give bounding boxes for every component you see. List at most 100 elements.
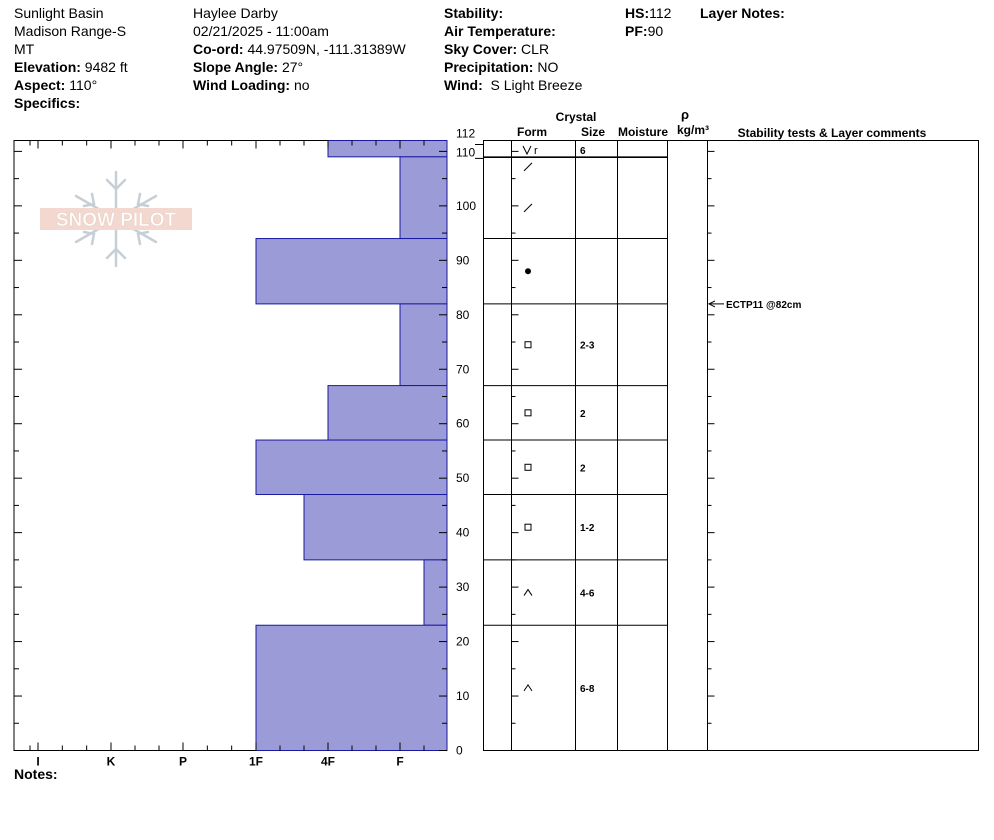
hardness-tick-label: 4F <box>321 755 335 769</box>
layer-notes-row: Layer Notes: <box>700 4 785 22</box>
notes-label: Notes: <box>14 766 58 782</box>
hardness-bar <box>303 494 448 561</box>
form-symbol-faceted <box>524 341 532 349</box>
depth-tick-label: 100 <box>456 199 476 213</box>
observer-name: Haylee Darby <box>193 5 278 21</box>
precip-label: Precipitation: <box>444 59 534 75</box>
crystal-size: 4-6 <box>580 589 595 600</box>
hardness-bar <box>423 559 448 626</box>
air-temp-label: Air Temperature: <box>444 23 556 39</box>
location-name: Sunlight Basin <box>14 5 104 21</box>
notes-row: Notes: <box>14 765 58 783</box>
stability-arrowhead <box>707 300 716 308</box>
aspect-value: 110° <box>69 77 98 93</box>
wind-loading-value: no <box>293 77 310 93</box>
header-col-location: Sunlight Basin Madison Range-S MT Elevat… <box>14 4 128 112</box>
coord-row: Co-ord: 44.97509N, -111.31389W <box>193 40 406 58</box>
elevation-label: Elevation: <box>14 59 81 75</box>
header-density-unit: kg/m³ <box>677 123 709 137</box>
hardness-bar <box>255 238 448 305</box>
header-form: Form <box>517 125 547 139</box>
hardness-bar <box>255 439 448 496</box>
header-crystal: Crystal <box>556 110 597 124</box>
aspect-row: Aspect: 110° <box>14 76 128 94</box>
coord-value: 44.97509N, -111.31389W <box>247 41 406 57</box>
hs-label: HS: <box>625 5 650 21</box>
form-symbol-decomposing <box>523 162 533 172</box>
hardness-bar <box>327 140 448 158</box>
crystal-size: 1-2 <box>580 523 595 534</box>
range-name: Madison Range-S <box>14 23 127 39</box>
pf-value: 90 <box>647 23 664 39</box>
layer-notes-label: Layer Notes: <box>700 5 785 21</box>
form-symbol-faceted <box>524 523 532 531</box>
depth-tick-label: 10 <box>456 689 470 703</box>
hardness-bar <box>255 624 448 751</box>
depth-tick-label: 70 <box>456 362 470 376</box>
form-symbol-depth-hoar <box>523 683 533 692</box>
slope-value: 27° <box>281 59 304 75</box>
precip-value: NO <box>537 59 559 75</box>
stability-row: Stability: <box>444 4 582 22</box>
hardness-bars <box>255 140 448 751</box>
wind-loading-label: Wind Loading: <box>193 77 291 93</box>
depth-tick-label: 30 <box>456 580 470 594</box>
elevation-row: Elevation: 9482 ft <box>14 58 128 76</box>
stability-test-label: ECTP11 @82cm <box>726 300 801 311</box>
layer-table: r 6 2-3 2 2 1-2 4-6 6-8 ECTP11 @82cm <box>475 140 979 751</box>
stability-test-marks: ECTP11 @82cm <box>707 300 801 311</box>
table-headers: Crystal Form Size Moisture ρ kg/m³ Stabi… <box>517 107 927 140</box>
snowpilot-logo-text: SNOW PILOT <box>56 210 177 231</box>
header-col-observer: Haylee Darby 02/21/2025 - 11:00am Co-ord… <box>193 4 406 94</box>
form-symbol-rime-r: r <box>534 145 538 157</box>
header-col-conditions: Stability: Air Temperature: Sky Cover: C… <box>444 4 582 94</box>
header-stability: Stability tests & Layer comments <box>738 126 927 140</box>
depth-axis: 0 10 20 30 40 50 60 70 80 90 100 110 112 <box>14 127 476 758</box>
form-symbol-melt-freeze <box>525 268 531 275</box>
depth-tick-label: 50 <box>456 471 470 485</box>
sky-row: Sky Cover: CLR <box>444 40 582 58</box>
wind-loading-row: Wind Loading: no <box>193 76 406 94</box>
hardness-tick-label: 1F <box>249 755 263 769</box>
depth-tick-label: 20 <box>456 635 470 649</box>
header-moisture: Moisture <box>618 125 668 139</box>
elevation-value: 9482 ft <box>84 59 128 75</box>
form-symbol-depth-hoar <box>523 588 533 596</box>
pf-label: PF: <box>625 23 648 39</box>
depth-tick-label: 90 <box>456 253 470 267</box>
precip-row: Precipitation: NO <box>444 58 582 76</box>
wind-label: Wind: <box>444 77 483 93</box>
form-symbol-faceted <box>524 409 532 417</box>
form-symbol-rime <box>522 145 532 156</box>
hs-row: HS:112 <box>625 4 671 22</box>
hardness-bar <box>327 385 448 441</box>
hardness-tick-label: K <box>107 755 116 769</box>
hardness-tick-label: F <box>396 755 403 769</box>
depth-tick-label: 80 <box>456 308 470 322</box>
slope-row: Slope Angle: 27° <box>193 58 406 76</box>
stability-label: Stability: <box>444 5 504 21</box>
hardness-axis-ticks: I K P 1F 4F F <box>29 140 425 769</box>
slope-label: Slope Angle: <box>193 59 279 75</box>
form-symbol-decomposing <box>523 203 533 213</box>
state-name: MT <box>14 41 35 57</box>
wind-row: Wind: S Light Breeze <box>444 76 582 94</box>
hardness-tick-label: P <box>179 755 187 769</box>
wind-value: S Light Breeze <box>490 77 583 93</box>
crystal-size: 2 <box>580 463 586 474</box>
hs-value: 112 <box>649 5 672 21</box>
depth-tick-label: 110 <box>456 145 475 159</box>
observation-datetime: 02/21/2025 - 11:00am <box>193 23 329 39</box>
specifics-label: Specifics: <box>14 95 81 111</box>
hardness-bar <box>399 303 448 387</box>
layer-table-frame <box>483 140 979 751</box>
air-temp-row: Air Temperature: <box>444 22 582 40</box>
layer-table-rows: r 6 2-3 2 2 1-2 4-6 6-8 <box>475 144 668 695</box>
depth-tick-label: 112 <box>456 127 475 141</box>
header-col-depth: HS:112 PF:90 <box>625 4 671 40</box>
layer-table-ticks <box>511 150 715 751</box>
crystal-size: 2-3 <box>580 341 595 352</box>
hardness-bar <box>399 156 448 240</box>
crystal-size: 6 <box>580 146 586 157</box>
